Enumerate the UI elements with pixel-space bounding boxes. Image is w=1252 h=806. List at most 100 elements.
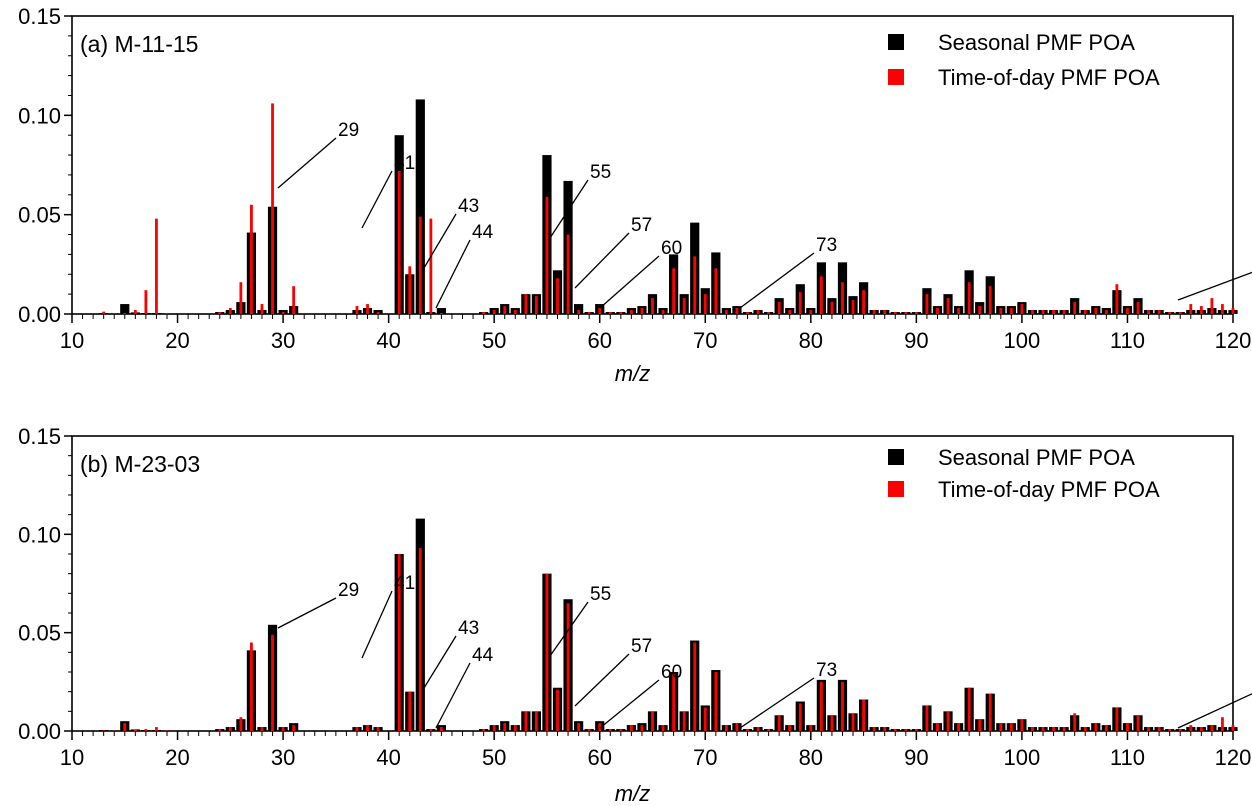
legend-label: Seasonal PMF POA [938,445,1135,470]
bar-time-of-day [936,308,939,314]
y-tick-label: 0.15 [18,4,61,29]
legend-label: Seasonal PMF POA [938,30,1135,55]
panel-title: (a) M-11-15 [80,31,198,57]
x-tick-label: 50 [482,328,506,353]
annotation-label: 44 [472,645,494,666]
bar-time-of-day [408,691,412,731]
bar-time-of-day [746,729,749,731]
bar-time-of-day [1009,308,1013,314]
y-tick-label: 0.10 [18,103,61,128]
annotation-label: 43 [458,618,479,639]
bar-time-of-day [651,298,654,314]
bar-time-of-day [777,715,781,731]
bar-time-of-day [1221,717,1224,731]
annotation-leader [1177,271,1252,301]
bar-time-of-day [661,310,665,314]
bar-time-of-day [1126,723,1129,731]
bar-time-of-day [1168,729,1172,731]
bar-time-of-day [693,642,697,731]
bar-time-of-day [693,256,697,314]
bar-time-of-day [165,313,169,314]
x-tick-label: 120 [1215,745,1252,770]
bar-time-of-day [1073,713,1077,731]
y-tick-label: 0.00 [18,302,61,327]
bar-time-of-day [440,727,443,731]
annotation-leader [599,679,660,729]
bar-time-of-day [1104,725,1108,731]
bar-time-of-day [366,725,369,731]
x-tick-label: 110 [1110,328,1145,353]
bar-time-of-day [228,308,232,314]
bar-time-of-day [260,727,264,731]
annotation-leader [739,677,815,729]
bar-time-of-day [1020,719,1024,731]
bar-time-of-day [133,310,137,314]
bar-time-of-day [756,727,760,731]
bar-time-of-day [767,312,770,314]
x-axis-label: m/z [615,361,650,386]
bar-time-of-day [1062,727,1066,731]
bar-time-of-day [503,306,507,314]
y-tick-label: 0.05 [18,621,61,646]
bar-time-of-day [841,681,844,731]
bar-time-of-day [1031,310,1034,314]
bar-time-of-day [218,312,222,314]
x-tick-label: 100 [1004,328,1041,353]
bar-time-of-day [893,312,897,314]
bar-time-of-day [999,723,1003,731]
bar-time-of-day [123,313,127,314]
bar-time-of-day [629,310,633,314]
bar-time-of-day [957,723,960,731]
bar-time-of-day [418,216,422,314]
bar-time-of-day [513,725,517,731]
bar-time-of-day [429,218,433,314]
bar-time-of-day [397,554,401,731]
bar-time-of-day [587,729,591,731]
bar-time-of-day [904,729,908,731]
bar-time-of-day [914,312,918,314]
bar-time-of-day [155,218,158,314]
bar-time-of-day [1199,306,1203,314]
bar-time-of-day [809,725,813,731]
annotation-leader [435,662,471,729]
bar-time-of-day [978,719,982,731]
panel-b: 0.00 0.05 0.10 0.15 10 20 30 40 50 60 70 80 90 100 110… [18,424,1252,806]
x-tick-label: 70 [693,745,717,770]
x-tick-label: 50 [482,745,506,770]
bar-time-of-day [925,294,929,314]
bar-time-of-day [1083,310,1087,314]
bar-time-of-day [1210,725,1214,731]
annotation-leader [361,170,393,229]
bar-time-of-day [598,308,602,314]
bar-seasonal [120,304,130,314]
bar-time-of-day [893,729,897,731]
annotation-leader [361,590,393,659]
annotation-label: 57 [631,636,652,657]
bar-time-of-day [756,310,760,314]
bar-time-of-day [936,723,939,731]
bar-time-of-day [218,729,222,731]
bar-time-of-day [271,103,274,314]
bar-time-of-day [1136,715,1140,731]
bar-time-of-day [577,723,581,731]
bar-time-of-day [535,711,538,731]
bar-time-of-day [1168,312,1172,314]
bar-time-of-day [735,308,739,314]
bar-time-of-day [809,310,813,314]
panel-title: (b) M-23-03 [80,451,200,477]
bar-time-of-day [165,730,169,731]
bar-time-of-day [608,729,612,731]
bar-seasonal [574,304,584,314]
bar-time-of-day [798,292,802,314]
annotation-leader [739,252,815,309]
bar-time-of-day [123,723,127,731]
bar-time-of-day [144,729,148,731]
annotation-leader [277,137,337,189]
bar-time-of-day [376,727,380,731]
bar-time-of-day [1052,727,1055,731]
bar-time-of-day [682,711,686,731]
bar-time-of-day [429,729,433,731]
bar-time-of-day [556,278,559,314]
x-tick-label: 10 [60,745,84,770]
panel-a: 0.00 0.05 0.10 0.15 10 20 30 40 50 60 70 80 90 100 110… [18,4,1252,386]
